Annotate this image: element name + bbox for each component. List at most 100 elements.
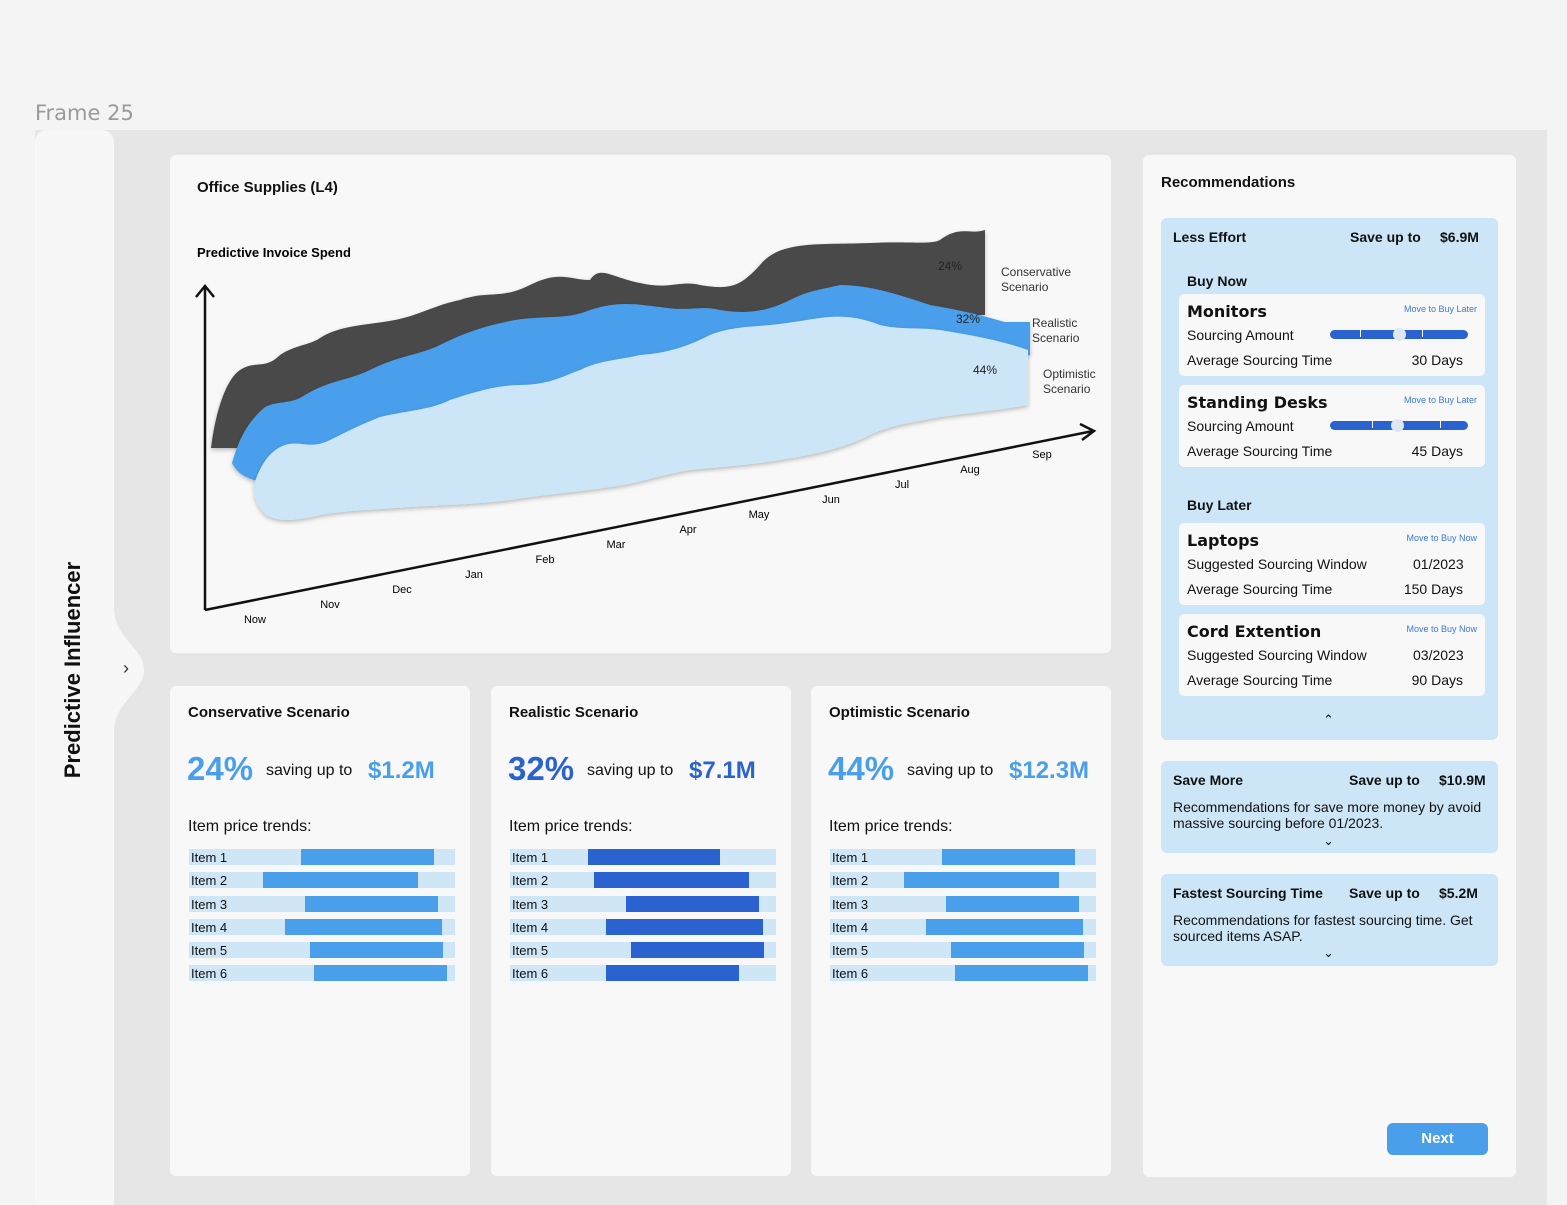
expand-chevron-down-icon[interactable]: ⌄: [1323, 833, 1334, 848]
saving-text: saving up to: [587, 762, 674, 779]
trend-bar: [925, 918, 1083, 935]
month-tick-label: Feb: [536, 554, 555, 566]
trend-item-label: Item 2: [191, 873, 228, 889]
move-to-buy-later-link[interactable]: Move to Buy Later: [1403, 304, 1477, 314]
item-price-trend-bars: Item 1 Item 2 Item 3 Item 4 Item 5 Item 6: [189, 849, 455, 989]
trend-item-label: Item 6: [191, 966, 228, 982]
month-tick-label: Mar: [607, 539, 626, 551]
main-chart-card: Office Supplies (L4) Predictive Invoice …: [170, 155, 1111, 653]
trend-bar: [631, 942, 765, 959]
trend-bar: [314, 965, 448, 982]
series-percent-label: 24%: [938, 259, 962, 273]
sourcing-amount-slider[interactable]: [1330, 418, 1468, 432]
item-price-trends-label: Item price trends:: [829, 818, 953, 835]
buy-later-item-cord-extention: Cord Extention Move to Buy Now Suggested…: [1179, 614, 1485, 696]
series-optimistic-area: [254, 316, 1028, 520]
optimistic-scenario-card: Optimistic Scenario 44% saving up to $12.3M…: [811, 686, 1111, 1176]
average-sourcing-time-value: 150 Days: [1403, 581, 1463, 597]
move-to-buy-now-link[interactable]: Move to Buy Now: [1406, 533, 1477, 543]
slider-tick: [1360, 327, 1361, 337]
trend-bar-row: Item 3: [830, 895, 1096, 912]
x-axis-line: [204, 429, 1094, 612]
buy-now-item-standing-desks: Standing Desks Move to Buy Later Sourcin…: [1179, 385, 1485, 467]
month-tick-label: Nov: [320, 599, 340, 611]
sourcing-window-value: 03/2023: [1413, 647, 1464, 663]
trend-bar-row: Item 4: [830, 918, 1096, 935]
trend-bar-row: Item 3: [189, 895, 455, 912]
average-sourcing-time-label: Average Sourcing Time: [1187, 581, 1333, 597]
item-name: Standing Desks: [1187, 393, 1328, 412]
trend-item-label: Item 3: [512, 896, 549, 912]
month-tick-label: Jun: [822, 494, 840, 506]
month-tick-label: Aug: [960, 464, 980, 476]
trend-item-label: Item 6: [512, 966, 549, 982]
trend-item-label: Item 3: [832, 896, 869, 912]
trend-bar-row: Item 5: [510, 942, 776, 959]
recommendations-card: Recommendations Less Effort Save up to $…: [1143, 155, 1516, 1177]
sourcing-window-label: Suggested Sourcing Window: [1187, 556, 1367, 572]
slider-tick: [1372, 418, 1373, 428]
trend-item-label: Item 4: [191, 919, 228, 935]
trend-bar: [605, 918, 763, 935]
recommendations-title: Recommendations: [1161, 174, 1296, 191]
y-axis-arrow-icon: [195, 284, 215, 298]
y-axis-label: Predictive Invoice Spend: [197, 245, 351, 260]
buy-now-heading: Buy Now: [1187, 273, 1247, 289]
scenario-amount: $12.3M: [1009, 757, 1090, 784]
fastest-sourcing-save-value: $5.2M: [1439, 885, 1478, 901]
sourcing-amount-slider[interactable]: [1330, 327, 1468, 341]
trend-item-label: Item 4: [512, 919, 549, 935]
expand-chevron-down-icon[interactable]: ⌄: [1323, 945, 1334, 960]
average-sourcing-time-value: 90 Days: [1411, 672, 1463, 688]
less-effort-panel: Less Effort Save up to $6.9M Buy Now Mon…: [1161, 218, 1498, 740]
trend-bar-row: Item 5: [189, 942, 455, 959]
average-sourcing-time-value: 30 Days: [1411, 352, 1463, 368]
slider-knob[interactable]: [1392, 328, 1406, 341]
sourcing-amount-label: Sourcing Amount: [1187, 327, 1294, 343]
sourcing-amount-label: Sourcing Amount: [1187, 418, 1294, 434]
sidebar: Predictive Influencer ›: [35, 130, 144, 1205]
trend-bar: [951, 942, 1085, 959]
series-name-label: Scenario: [1043, 382, 1091, 396]
trend-bar-row: Item 2: [830, 872, 1096, 889]
trend-bar: [593, 872, 750, 889]
scenario-amount: $1.2M: [368, 757, 435, 784]
series-name-label: Conservative: [1001, 265, 1071, 279]
save-more-save-label: Save up to: [1349, 772, 1420, 788]
move-to-buy-later-link[interactable]: Move to Buy Later: [1403, 395, 1477, 405]
x-axis-arrow-icon: [1079, 422, 1097, 441]
trend-item-label: Item 2: [832, 873, 869, 889]
trend-bar-row: Item 2: [189, 872, 455, 889]
saving-text: saving up to: [907, 762, 994, 779]
save-more-panel[interactable]: Save More Save up to $10.9M Recommendati…: [1161, 761, 1498, 853]
series-name-label: Scenario: [1001, 280, 1049, 294]
month-tick-label: Sep: [1032, 449, 1052, 461]
fastest-sourcing-description: Recommendations for fastest sourcing tim…: [1173, 912, 1473, 944]
month-tick-label: May: [749, 509, 770, 521]
trend-bar: [625, 895, 759, 912]
trend-bar: [263, 872, 418, 889]
item-price-trends-label: Item price trends:: [509, 818, 633, 835]
trend-bar: [904, 872, 1059, 889]
slider-tick: [1440, 418, 1441, 428]
series-percent-label: 32%: [956, 312, 980, 326]
fastest-sourcing-panel[interactable]: Fastest Sourcing Time Save up to $5.2M R…: [1161, 874, 1498, 966]
trend-bar-row: Item 6: [189, 965, 455, 982]
trend-item-label: Item 1: [512, 850, 549, 865]
collapse-chevron-up-icon[interactable]: ⌃: [1323, 712, 1334, 727]
fastest-sourcing-save-label: Save up to: [1349, 885, 1420, 901]
save-more-save-value: $10.9M: [1439, 772, 1486, 788]
trend-item-label: Item 5: [512, 943, 549, 959]
conservative-scenario-card: Conservative Scenario 24% saving up to $1.2…: [170, 686, 470, 1176]
trend-bar-row: Item 3: [510, 895, 776, 912]
slider-tick: [1422, 327, 1423, 337]
move-to-buy-now-link[interactable]: Move to Buy Now: [1406, 624, 1477, 634]
next-button[interactable]: Next: [1387, 1123, 1488, 1155]
slider-knob[interactable]: [1391, 419, 1405, 432]
buy-later-item-laptops: Laptops Move to Buy Now Suggested Sourci…: [1179, 523, 1485, 605]
buy-now-item-monitors: Monitors Move to Buy Later Sourcing Amou…: [1179, 294, 1485, 376]
sidebar-toggle-chevron-icon[interactable]: ›: [123, 658, 129, 678]
average-sourcing-time-value: 45 Days: [1411, 443, 1463, 459]
month-tick-label: Now: [244, 614, 266, 626]
scenario-title: Optimistic Scenario: [829, 704, 970, 721]
